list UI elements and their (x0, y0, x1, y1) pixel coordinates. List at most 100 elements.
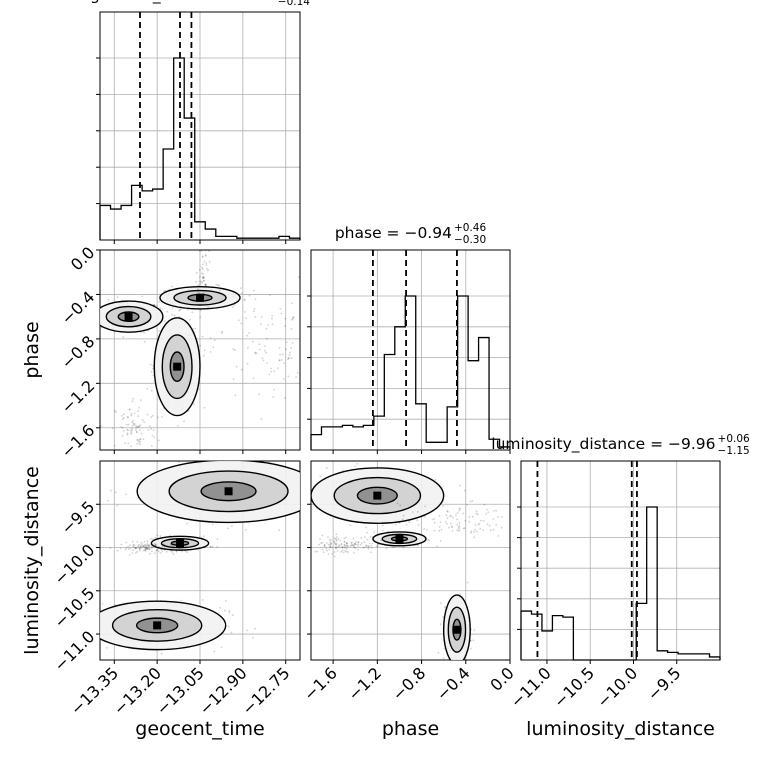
scatter-point (173, 314, 176, 316)
scatter-point (495, 509, 497, 512)
scatter-point (200, 250, 203, 252)
panel-title-luminosity_distance: luminosity_distance = −9.96 +0.06−1.15 (491, 433, 750, 457)
scatter-point (343, 540, 346, 543)
scatter-point (131, 552, 134, 555)
scatter-point (471, 500, 474, 502)
scatter-point (211, 523, 214, 526)
scatter-point (232, 348, 235, 351)
scatter-point (153, 436, 156, 438)
scatter-point (159, 547, 162, 550)
y-tick-label: −11.0 (50, 627, 98, 675)
scatter-point (353, 318, 355, 320)
scatter-point (357, 545, 359, 547)
scatter-point (247, 346, 249, 349)
scatter-point (163, 545, 166, 548)
scatter-point (330, 543, 332, 545)
scatter-point (138, 547, 141, 550)
scatter-point (157, 550, 160, 553)
scatter-point (327, 543, 330, 546)
scatter-point (345, 544, 348, 547)
scatter-point (340, 550, 342, 553)
scatter-point (111, 427, 114, 430)
scatter-point (462, 512, 465, 515)
scatter-point (405, 519, 408, 522)
scatter-point (220, 646, 223, 649)
scatter-point (322, 363, 324, 365)
scatter-point (341, 547, 344, 549)
scatter-point (148, 544, 151, 546)
scatter-point (248, 294, 251, 297)
scatter-point (149, 363, 152, 366)
scatter-point (321, 343, 323, 345)
scatter-point (95, 610, 97, 612)
scatter-point (137, 546, 139, 548)
scatter-point (142, 549, 145, 552)
x-tick-label: −11.0 (507, 663, 555, 711)
scatter-point (327, 407, 329, 409)
scatter-point (181, 550, 184, 553)
scatter-point (120, 456, 122, 458)
scatter-point (342, 370, 344, 372)
scatter-point (315, 334, 317, 336)
scatter-point (340, 542, 343, 545)
scatter-point (126, 432, 129, 435)
y-axis-label-luminosity_distance: luminosity_distance (21, 466, 43, 655)
scatter-point (202, 277, 204, 279)
scatter-point (260, 418, 263, 421)
scatter-point (396, 502, 399, 505)
hist-step-geocent_time (99, 57, 301, 240)
scatter-point (340, 315, 342, 317)
scatter-point (304, 462, 306, 464)
scatter-point (278, 529, 281, 532)
scatter-point (166, 545, 169, 548)
scatter-point (463, 489, 466, 492)
scatter-point (469, 500, 472, 503)
scatter-point (339, 539, 342, 542)
scatter-point (146, 548, 149, 550)
scatter-point (197, 288, 199, 290)
scatter-point (132, 549, 135, 551)
scatter-point (402, 546, 405, 549)
scatter-point (123, 413, 125, 416)
scatter-point (282, 378, 285, 380)
scatter-point (345, 548, 348, 550)
scatter-point (139, 399, 142, 401)
scatter-point (351, 541, 353, 544)
scatter-point (280, 312, 283, 315)
scatter-point (92, 320, 94, 322)
scatter-point (107, 499, 109, 502)
scatter-point (276, 367, 279, 369)
scatter-point (142, 545, 144, 548)
scatter-point (357, 337, 359, 339)
scatter-point (350, 544, 353, 547)
scatter-point (172, 553, 175, 555)
scatter-point (336, 550, 339, 552)
scatter-point (391, 546, 394, 548)
scatter-point (329, 541, 332, 543)
scatter-point (113, 445, 116, 447)
scatter-point (299, 466, 300, 468)
scatter-point (492, 518, 495, 520)
scatter-point (258, 348, 261, 351)
scatter-point (133, 423, 136, 425)
scatter-point (451, 530, 454, 532)
scatter-point (304, 475, 306, 477)
scatter-point (367, 545, 370, 548)
scatter-point (136, 431, 138, 434)
y-tick-label: −1.6 (57, 421, 98, 462)
scatter-point (205, 284, 207, 287)
scatter-point (133, 544, 136, 546)
scatter-point (341, 545, 344, 548)
scatter-point (248, 332, 251, 334)
scatter-point (326, 549, 328, 552)
scatter-point (335, 542, 338, 545)
scatter-point (464, 519, 467, 522)
scatter-point (290, 357, 293, 359)
scatter-point (475, 510, 478, 513)
scatter-point (144, 549, 147, 552)
scatter-point (482, 520, 485, 522)
scatter-point (353, 552, 355, 554)
scatter-point (333, 551, 336, 553)
scatter-point (202, 246, 204, 248)
scatter-point (163, 548, 166, 551)
